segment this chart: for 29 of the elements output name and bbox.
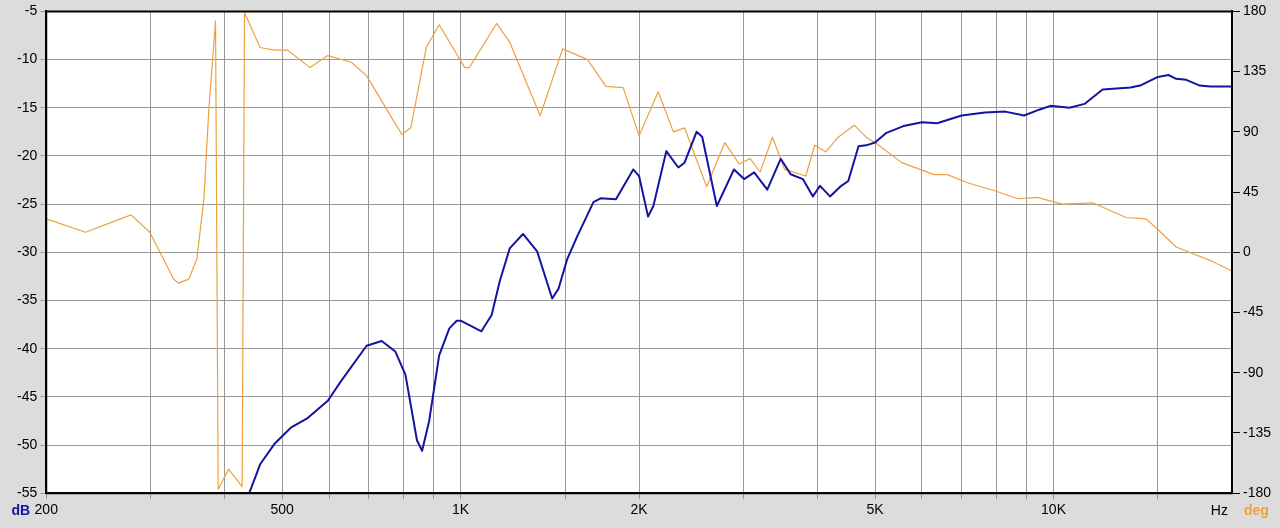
x-tick-label: 500 — [270, 501, 295, 518]
y2-tick-label: 135 — [1242, 62, 1267, 79]
x-tick-label: 10K — [1041, 501, 1067, 518]
y2-tick-label: 90 — [1242, 122, 1259, 139]
y2-tick-label: -180 — [1242, 484, 1272, 501]
y-tick-label: -5 — [24, 2, 38, 19]
y-tick-label: -25 — [17, 194, 38, 211]
y-tick-label: -50 — [17, 435, 38, 452]
y-tick-label: -55 — [17, 484, 38, 501]
y-tick-label: -30 — [17, 243, 38, 260]
y-tick-label: -35 — [17, 291, 38, 308]
x-tick-label: 1K — [452, 501, 470, 518]
x-tick-label: 2K — [630, 501, 649, 518]
x-tick-label: 5K — [866, 501, 885, 518]
y2-tick-label: 45 — [1242, 182, 1259, 199]
y-tick-label: -45 — [17, 387, 38, 404]
y2-tick-label: 0 — [1242, 243, 1251, 260]
y-tick-label: -40 — [17, 339, 38, 356]
y2-tick-label: 180 — [1242, 2, 1267, 19]
y2-tick-label: -135 — [1242, 423, 1272, 440]
y2-tick-label: -45 — [1242, 303, 1264, 320]
y-tick-label: -20 — [17, 146, 38, 163]
y-tick-label: -10 — [17, 50, 38, 67]
y-axis-title: dB — [11, 502, 31, 519]
x-axis-title: Hz — [1210, 502, 1228, 519]
y2-axis-title: deg — [1243, 502, 1269, 519]
y-tick-label: -15 — [17, 98, 38, 115]
y2-tick-label: -90 — [1242, 363, 1264, 380]
x-tick-label: 200 — [34, 501, 59, 518]
